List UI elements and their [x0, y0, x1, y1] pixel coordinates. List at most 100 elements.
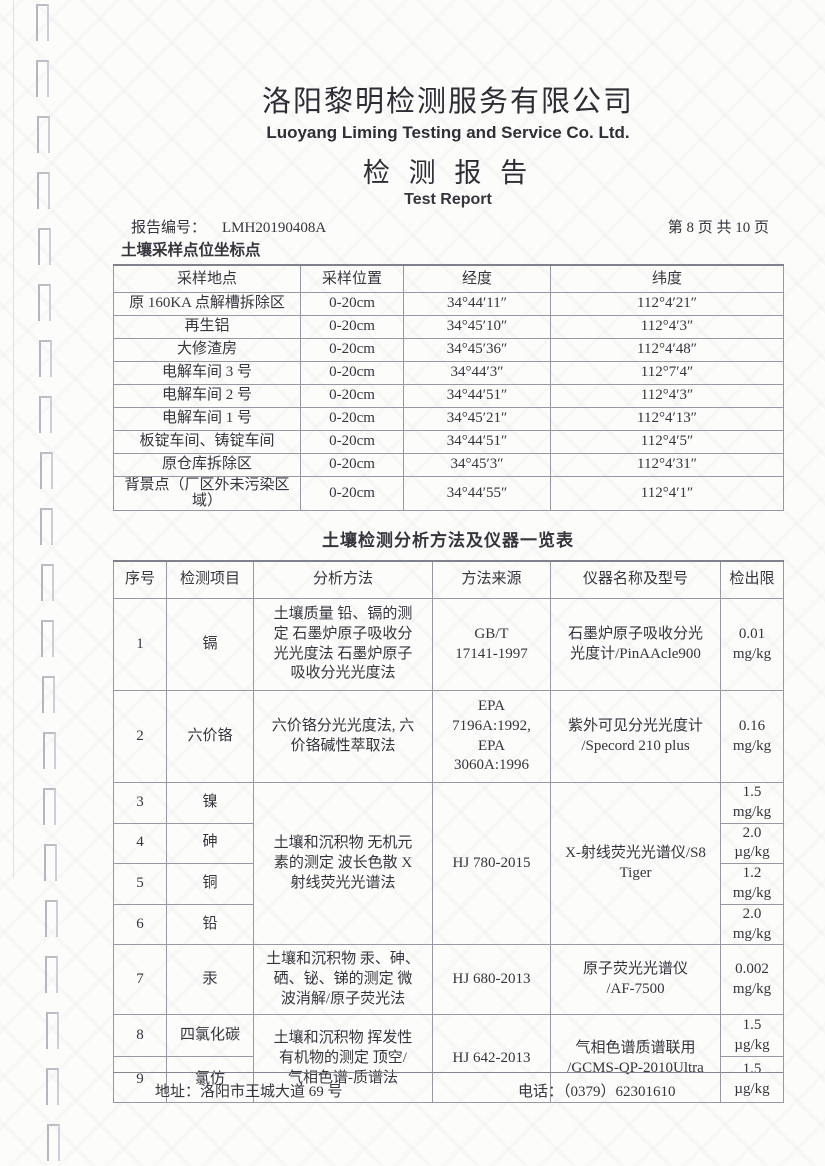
binder-hole	[47, 1124, 60, 1161]
cell-limit: 2.0 µg/kg	[720, 822, 784, 865]
cell-location: 电解车间 2 号	[113, 383, 301, 408]
binder-hole	[41, 620, 54, 657]
table-row: 6 铅 2.0 mg/kg	[113, 903, 784, 946]
cell-source-merged: HJ 642-2013	[432, 1014, 551, 1104]
table-row: 板锭车间、铸锭车间 0-20cm 34°44′51″ 112°4′5″	[113, 429, 784, 454]
cell-limit: 2.0 mg/kg	[720, 903, 784, 946]
cell-method: 土壤和沉积物 汞、砷、 硒、铋、锑的测定 微 波消解/原子荧光法	[253, 944, 433, 1016]
binder-hole	[36, 4, 49, 41]
col-header-longitude: 经度	[403, 264, 551, 293]
sampling-table-header-row: 采样地点 采样位置 经度 纬度	[113, 264, 784, 293]
table-row: 3 镍 土壤和沉积物 无机元 素的测定 波长色散 X 射线荧光光谱法 HJ 78…	[113, 781, 784, 946]
report-number: 报告编号： LMH20190408A	[131, 216, 326, 237]
cell-no: 7	[113, 944, 167, 1016]
footer-address-value: 洛阳市王城大道 69 号	[200, 1084, 343, 1100]
col-header-source: 方法来源	[432, 560, 551, 599]
table-row: 1 镉 土壤质量 铅、镉的测 定 石墨炉原子吸收分 光光度法 石墨炉原子 吸收分…	[113, 598, 784, 691]
cell-longitude: 34°45′36″	[403, 337, 551, 362]
cell-instrument-merged: 气相色谱质谱联用 /GCMS-QP-2010Ultra	[550, 1014, 721, 1104]
cell-longitude: 34°44′55″	[403, 475, 551, 511]
cell-latitude: 112°4′21″	[550, 291, 784, 316]
cell-instrument-merged: X-射线荧光光谱仪/S8 Tiger	[550, 781, 721, 946]
footer-address-label: 地址：	[155, 1084, 201, 1100]
table-row: 原 160KA 点解槽拆除区 0-20cm 34°44′11″ 112°4′21…	[113, 291, 784, 316]
cell-instrument: 石墨炉原子吸收分光 光度计/PinAAcle900	[550, 598, 721, 691]
binder-hole	[38, 284, 51, 321]
cell-no: 5	[113, 863, 167, 905]
table-row: 8 四氯化碳 土壤和沉积物 挥发性 有机物的测定 顶空/ 气相色谱-质谱法 HJ…	[113, 1014, 784, 1104]
company-name-en: Luoyang Liming Testing and Service Co. L…	[266, 123, 630, 142]
table-row: 大修渣房 0-20cm 34°45′36″ 112°4′48″	[113, 337, 784, 362]
footer-divider	[113, 1072, 783, 1073]
cell-longitude: 34°44′3″	[403, 360, 551, 385]
cell-location: 大修渣房	[113, 337, 301, 362]
cell-longitude: 34°45′10″	[403, 314, 551, 339]
table-row: 电解车间 3 号 0-20cm 34°44′3″ 112°7′4″	[113, 360, 784, 385]
binder-hole	[37, 116, 50, 153]
cell-latitude: 112°4′3″	[550, 383, 784, 408]
page-indicator: 第 8 页 共 10 页	[667, 220, 769, 236]
cell-position: 0-20cm	[300, 337, 404, 362]
methods-table-header-row: 序号 检测项目 分析方法 方法来源 仪器名称及型号 检出限	[113, 560, 784, 599]
binder-hole	[41, 564, 54, 601]
cell-method: 土壤质量 铅、镉的测 定 石墨炉原子吸收分 光光度法 石墨炉原子 吸收分光光度法	[253, 598, 433, 691]
cell-method: 六价铬分光光度法, 六 价铬碱性萃取法	[253, 690, 433, 783]
col-header-no: 序号	[113, 560, 167, 599]
col-header-instrument: 仪器名称及型号	[550, 560, 721, 599]
cell-source: EPA 7196A:1992, EPA 3060A:1996	[432, 690, 551, 783]
cell-item: 四氯化碳	[166, 1014, 254, 1058]
footer-address: 地址：洛阳市王城大道 69 号	[155, 1080, 343, 1101]
col-header-item: 检测项目	[166, 560, 254, 599]
cell-latitude: 112°4′3″	[550, 314, 784, 339]
footer-phone: 电话：（0379）62301610	[518, 1080, 676, 1101]
table-row: 背景点（厂区外未污染区域） 0-20cm 34°44′55″ 112°4′1″	[113, 475, 784, 511]
cell-position: 0-20cm	[300, 360, 404, 385]
cell-limit: 0.01 mg/kg	[720, 598, 784, 691]
methods-table-title: 土壤检测分析方法及仪器一览表	[322, 530, 574, 550]
cell-position: 0-20cm	[300, 406, 404, 431]
cell-latitude: 112°4′48″	[550, 337, 784, 362]
cell-limit: 1.5 µg/kg	[720, 1056, 784, 1104]
binder-hole	[42, 676, 55, 713]
cell-position: 0-20cm	[300, 383, 404, 408]
cell-no: 6	[113, 903, 167, 946]
cell-item: 汞	[166, 944, 254, 1016]
cell-location: 再生铝	[113, 314, 301, 339]
binder-hole	[43, 788, 56, 825]
binder-hole	[46, 1012, 59, 1049]
cell-location: 原仓库拆除区	[113, 452, 301, 477]
footer-phone-label: 电话：	[518, 1084, 564, 1100]
cell-limit: 1.5 µg/kg	[720, 1014, 784, 1058]
cell-limit: 1.5 mg/kg	[720, 782, 784, 824]
cell-location: 电解车间 1 号	[113, 406, 301, 431]
table-row: 7 汞 土壤和沉积物 汞、砷、 硒、铋、锑的测定 微 波消解/原子荧光法 HJ …	[113, 944, 784, 1016]
cell-source: HJ 680-2013	[432, 944, 551, 1016]
cell-item: 砷	[166, 822, 254, 865]
cell-location: 背景点（厂区外未污染区域）	[113, 475, 301, 511]
document-page: 洛阳黎明检测服务有限公司 Luoyang Liming Testing and …	[113, 0, 784, 1166]
page-edge-line	[13, 0, 14, 878]
table-row: 2 六价铬 六价铬分光光度法, 六 价铬碱性萃取法 EPA 7196A:1992…	[113, 690, 784, 783]
cell-longitude: 34°45′21″	[403, 406, 551, 431]
binder-hole	[40, 508, 53, 545]
table-row: 再生铝 0-20cm 34°45′10″ 112°4′3″	[113, 314, 784, 339]
cell-longitude: 34°45′3″	[403, 452, 551, 477]
table-row: 电解车间 1 号 0-20cm 34°45′21″ 112°4′13″	[113, 406, 784, 431]
col-header-location: 采样地点	[113, 264, 301, 293]
report-title-en: Test Report	[404, 191, 492, 208]
cell-no: 3	[113, 782, 167, 824]
col-header-method: 分析方法	[253, 560, 433, 599]
binder-hole	[45, 956, 58, 993]
cell-longitude: 34°44′11″	[403, 291, 551, 316]
table-row: 5 铜 1.2 mg/kg	[113, 863, 784, 905]
report-number-value: LMH20190408A	[222, 220, 327, 236]
cell-longitude: 34°44′51″	[403, 383, 551, 408]
binder-hole	[46, 1068, 59, 1105]
col-header-limit: 检出限	[720, 560, 784, 599]
col-header-position: 采样位置	[300, 264, 404, 293]
cell-method-merged: 土壤和沉积物 挥发性 有机物的测定 顶空/ 气相色谱-质谱法	[253, 1014, 433, 1104]
cell-latitude: 112°7′4″	[550, 360, 784, 385]
sampling-table: 采样地点 采样位置 经度 纬度 原 160KA 点解槽拆除区 0-20cm 34…	[113, 264, 784, 511]
company-name-cn: 洛阳黎明检测服务有限公司	[261, 86, 634, 118]
cell-limit: 0.16 mg/kg	[720, 690, 784, 783]
